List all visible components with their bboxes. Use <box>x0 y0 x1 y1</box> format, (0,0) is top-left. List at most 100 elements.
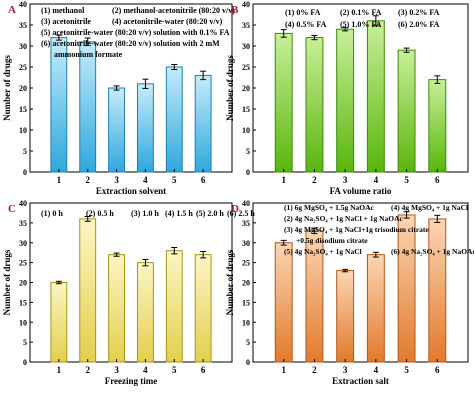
chart-panel-b: 0 5 10 15 20 25 30 35 40 1 2 3 4 5 6 FA volume ratio Num… <box>225 0 469 196</box>
x-tick-label: 3 <box>343 365 348 375</box>
y-tick-label: 20 <box>19 84 27 93</box>
y-tick-label: 20 <box>19 279 27 288</box>
x-tick-label: 5 <box>404 175 409 185</box>
legend-entry: (2) 0.1% FA <box>340 8 382 17</box>
x-tick-label: 4 <box>374 175 379 185</box>
y-tick-label: 30 <box>19 239 27 248</box>
y-tick-label: 35 <box>19 21 27 30</box>
legend-entry: (3) 0.2% FA <box>398 8 440 17</box>
bar <box>336 270 355 363</box>
y-tick-label: 30 <box>242 42 250 51</box>
panel-label: A <box>8 4 16 16</box>
bar <box>136 262 154 363</box>
legend-entry: (3) 4g MgSO₄ + 1g NaCl+1g trisodium citr… <box>284 225 429 234</box>
legend-entry: (6) acetonitrile-water (80:20 v/v) solut… <box>41 39 220 48</box>
legend-entry: (6) 2.5 h <box>227 209 255 218</box>
y-tick-label: 0 <box>23 358 27 367</box>
y-tick-label: 35 <box>242 219 250 228</box>
bar <box>194 74 212 173</box>
y-axis-label: Number of drugs <box>225 55 235 121</box>
x-axis-label: Extraction salt <box>332 376 389 386</box>
y-axis-label: Number of drugs <box>2 249 12 315</box>
x-tick-label: 5 <box>172 175 177 185</box>
x-tick-label: 6 <box>201 175 206 185</box>
x-tick-label: 2 <box>312 175 317 185</box>
y-tick-label: 30 <box>19 42 27 51</box>
x-tick-label: 6 <box>201 365 206 375</box>
y-tick-label: 0 <box>246 168 250 177</box>
y-tick-label: 5 <box>246 338 250 347</box>
legend-entry: (5) acetonitrile-water (80:20 v/v) solut… <box>41 28 230 37</box>
y-tick-label: 5 <box>23 147 27 156</box>
x-tick-label: 3 <box>114 175 119 185</box>
x-tick-label: 2 <box>85 365 90 375</box>
legend-entry: (5) 1.0% FA <box>340 20 382 29</box>
panel-label: D <box>231 203 239 215</box>
bar <box>108 87 126 173</box>
bar <box>79 41 97 173</box>
x-tick-label: 2 <box>312 365 317 375</box>
legend-entry: (4) 1.5 h <box>165 209 193 218</box>
x-tick-label: 3 <box>343 175 348 185</box>
legend-entry: +0.5g disodium citrate <box>296 236 368 245</box>
legend-entry: (5) 2.0 h <box>196 209 224 218</box>
bar <box>108 254 126 363</box>
legend-entry: (3) 1.0 h <box>131 209 159 218</box>
bar <box>274 242 293 363</box>
bar <box>305 37 324 173</box>
bar <box>274 32 293 173</box>
bar <box>397 49 416 173</box>
bar <box>136 83 154 173</box>
y-tick-label: 5 <box>23 338 27 347</box>
y-tick-label: 15 <box>19 105 27 114</box>
y-tick-label: 10 <box>242 318 250 327</box>
bar <box>50 282 68 363</box>
legend-entry: (1) 0% FA <box>285 8 321 17</box>
bar <box>79 218 97 363</box>
x-axis-label: Extraction solvent <box>96 186 166 196</box>
y-tick-label: 30 <box>242 239 250 248</box>
y-tick-label: 25 <box>242 63 250 72</box>
x-tick-label: 1 <box>57 175 62 185</box>
y-axis-label: Number of drugs <box>225 249 235 315</box>
bar <box>366 254 385 363</box>
x-tick-label: 1 <box>281 175 286 185</box>
y-tick-label: 25 <box>19 259 27 268</box>
y-tick-label: 20 <box>242 279 250 288</box>
bar <box>194 254 212 363</box>
legend-entry: (4) 0.5% FA <box>285 20 327 29</box>
legend-entry: (3) acetonitrile <box>41 17 91 26</box>
legend-entry: (5) 4g Na₂SO₄ + 1g NaCl <box>284 247 362 256</box>
legend-entry: (4) 4g MgSO₄ + 1g NaCl <box>391 203 468 212</box>
bar <box>165 66 183 173</box>
x-tick-label: 6 <box>435 365 440 375</box>
y-tick-label: 10 <box>242 126 250 135</box>
x-tick-label: 6 <box>435 175 440 185</box>
x-tick-label: 5 <box>172 365 177 375</box>
y-tick-label: 35 <box>19 219 27 228</box>
legend-entry: (2) 4g Na₂SO₄ + 1g NaCl + 1g NaOAc <box>284 214 404 223</box>
y-tick-label: 25 <box>19 63 27 72</box>
x-axis-label: Freezing time <box>105 376 158 386</box>
y-tick-label: 40 <box>19 199 27 208</box>
panel-label: C <box>8 203 16 215</box>
x-tick-label: 5 <box>404 365 409 375</box>
x-tick-label: 3 <box>114 365 119 375</box>
legend-entry: (1) 0 h <box>41 209 63 218</box>
y-tick-label: 35 <box>242 21 250 30</box>
bar <box>366 20 385 173</box>
y-tick-label: 15 <box>242 298 250 307</box>
legend-entry: (6) 2.0% FA <box>398 20 440 29</box>
legend-entry: (2) methanol-acetonitrile (80:20 v/v) <box>112 6 235 15</box>
y-tick-label: 25 <box>242 259 250 268</box>
x-axis-label: FA volume ratio <box>330 186 392 196</box>
x-tick-label: 1 <box>281 365 286 375</box>
y-tick-label: 40 <box>19 0 27 9</box>
y-tick-label: 10 <box>19 318 27 327</box>
y-tick-label: 0 <box>246 358 250 367</box>
y-tick-label: 20 <box>242 84 250 93</box>
x-tick-label: 1 <box>57 365 62 375</box>
x-tick-label: 2 <box>85 175 90 185</box>
x-tick-label: 4 <box>143 365 148 375</box>
